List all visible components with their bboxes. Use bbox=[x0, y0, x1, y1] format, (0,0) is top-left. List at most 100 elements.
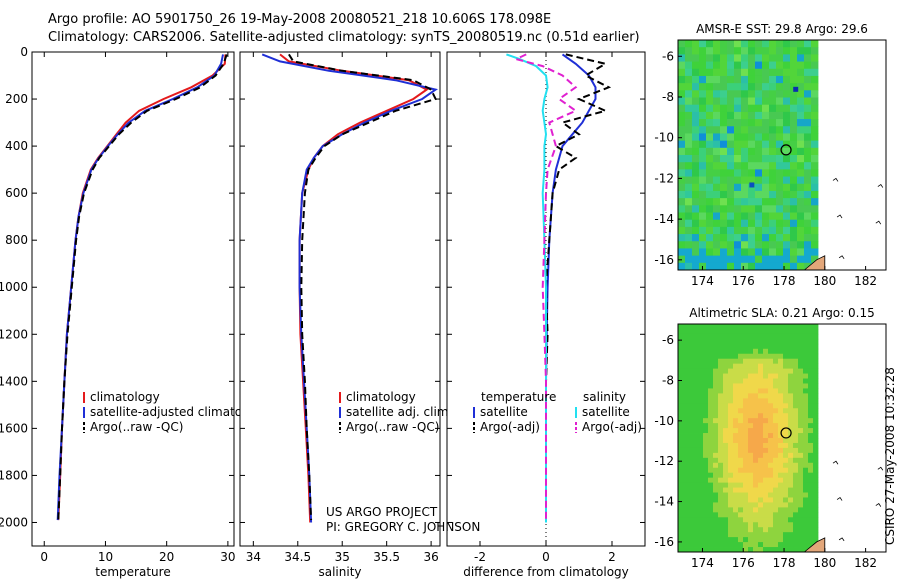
heatmap-cell bbox=[727, 219, 735, 228]
heatmap-cell bbox=[808, 428, 814, 434]
heatmap-cell bbox=[793, 324, 799, 330]
heatmap-cell bbox=[708, 502, 714, 508]
heatmap-cell bbox=[738, 472, 744, 479]
heatmap-cell bbox=[693, 338, 699, 345]
heatmap-cell bbox=[713, 477, 719, 484]
heatmap-cell bbox=[769, 83, 777, 91]
heatmap-cell bbox=[753, 482, 759, 488]
heatmap-cell bbox=[793, 403, 799, 409]
heatmap-cell bbox=[708, 497, 714, 503]
heatmap-cell bbox=[763, 497, 769, 503]
heatmap-cell bbox=[763, 472, 769, 479]
heatmap-cell bbox=[741, 111, 749, 120]
heatmap-cell bbox=[776, 226, 784, 235]
heatmap-cell bbox=[692, 205, 700, 213]
legend-label: satellite bbox=[582, 405, 630, 419]
heatmap-cell bbox=[713, 388, 719, 394]
heatmap-cell bbox=[790, 61, 798, 70]
heatmap-cell bbox=[793, 438, 799, 444]
heatmap-cell bbox=[783, 423, 789, 429]
heatmap-cell bbox=[698, 423, 704, 429]
heatmap-cell bbox=[793, 363, 799, 370]
heatmap-cell bbox=[693, 418, 699, 424]
heatmap-cell bbox=[703, 378, 709, 384]
heatmap-cell bbox=[708, 547, 714, 553]
heatmap-cell bbox=[797, 147, 805, 156]
heatmap-cell bbox=[678, 423, 684, 429]
heatmap-cell bbox=[738, 343, 744, 350]
heatmap-cell bbox=[755, 162, 763, 170]
y-tick-label: -6 bbox=[662, 49, 674, 63]
heatmap-cell bbox=[773, 363, 779, 370]
heatmap-cell bbox=[763, 522, 769, 528]
heatmap-cell bbox=[734, 133, 742, 142]
heatmap-cell bbox=[748, 438, 754, 444]
heatmap-cell bbox=[706, 219, 714, 228]
heatmap-cell bbox=[769, 147, 777, 156]
heatmap-cell bbox=[793, 353, 799, 360]
heatmap-cell bbox=[748, 198, 756, 206]
heatmap-cell bbox=[762, 248, 770, 257]
heatmap-cell bbox=[783, 452, 789, 459]
heatmap-cell bbox=[698, 487, 704, 493]
heatmap-cell bbox=[678, 547, 684, 553]
y-tick-label: 1000 bbox=[0, 280, 28, 294]
heatmap-cell bbox=[688, 547, 694, 553]
heatmap-cell bbox=[753, 408, 759, 414]
heatmap-cell bbox=[718, 447, 724, 454]
heatmap-cell bbox=[706, 212, 714, 221]
heatmap-cell bbox=[811, 226, 819, 235]
heatmap-cell bbox=[793, 532, 799, 538]
heatmap-cell bbox=[763, 348, 769, 355]
heatmap-cell bbox=[748, 398, 754, 404]
heatmap-cell bbox=[728, 497, 734, 503]
heatmap-cell bbox=[783, 467, 789, 474]
heatmap-cell bbox=[699, 205, 707, 213]
heatmap-cell bbox=[748, 363, 754, 370]
heatmap-cell bbox=[727, 205, 735, 213]
heatmap-cell bbox=[788, 522, 794, 528]
heatmap-cell bbox=[699, 126, 707, 134]
heatmap-cell bbox=[776, 147, 784, 156]
heatmap-cell bbox=[743, 368, 749, 374]
heatmap-cell bbox=[713, 492, 719, 498]
heatmap-cell bbox=[708, 423, 714, 429]
heatmap-cell bbox=[692, 147, 700, 156]
heatmap-cell bbox=[728, 348, 734, 355]
heatmap-cell bbox=[723, 338, 729, 345]
heatmap-cell bbox=[723, 408, 729, 414]
heatmap-cell bbox=[778, 388, 784, 394]
heatmap-cell bbox=[753, 433, 759, 439]
heatmap-cell bbox=[678, 205, 686, 213]
heatmap-cell bbox=[748, 155, 756, 163]
x-tick-label: 36 bbox=[423, 550, 438, 564]
heatmap-cell bbox=[718, 393, 724, 399]
heatmap-cell bbox=[720, 140, 728, 149]
heatmap-cell bbox=[811, 75, 819, 84]
heatmap-cell bbox=[776, 262, 784, 271]
heatmap-cell bbox=[706, 205, 714, 213]
heatmap-cell bbox=[778, 492, 784, 498]
heatmap-cell bbox=[790, 104, 798, 113]
heatmap-cell bbox=[734, 155, 742, 163]
heatmap-cell bbox=[768, 502, 774, 508]
heatmap-cell bbox=[758, 418, 764, 424]
heatmap-cell bbox=[698, 507, 704, 513]
heatmap-cell bbox=[788, 472, 794, 479]
heatmap-cell bbox=[803, 358, 809, 365]
heatmap-cell bbox=[804, 205, 812, 213]
heatmap-cell bbox=[813, 492, 819, 498]
heatmap-cell bbox=[688, 477, 694, 484]
heatmap-cell bbox=[803, 438, 809, 444]
heatmap-cell bbox=[776, 97, 784, 106]
heatmap-cell bbox=[808, 447, 814, 454]
heatmap-cell bbox=[718, 438, 724, 444]
heatmap-cell bbox=[793, 487, 799, 493]
heatmap-cell bbox=[708, 348, 714, 355]
heatmap-cell bbox=[738, 532, 744, 538]
heatmap-cell bbox=[790, 90, 798, 98]
heatmap-cell bbox=[788, 378, 794, 384]
heatmap-cell bbox=[769, 183, 777, 192]
heatmap-cell bbox=[713, 527, 719, 533]
